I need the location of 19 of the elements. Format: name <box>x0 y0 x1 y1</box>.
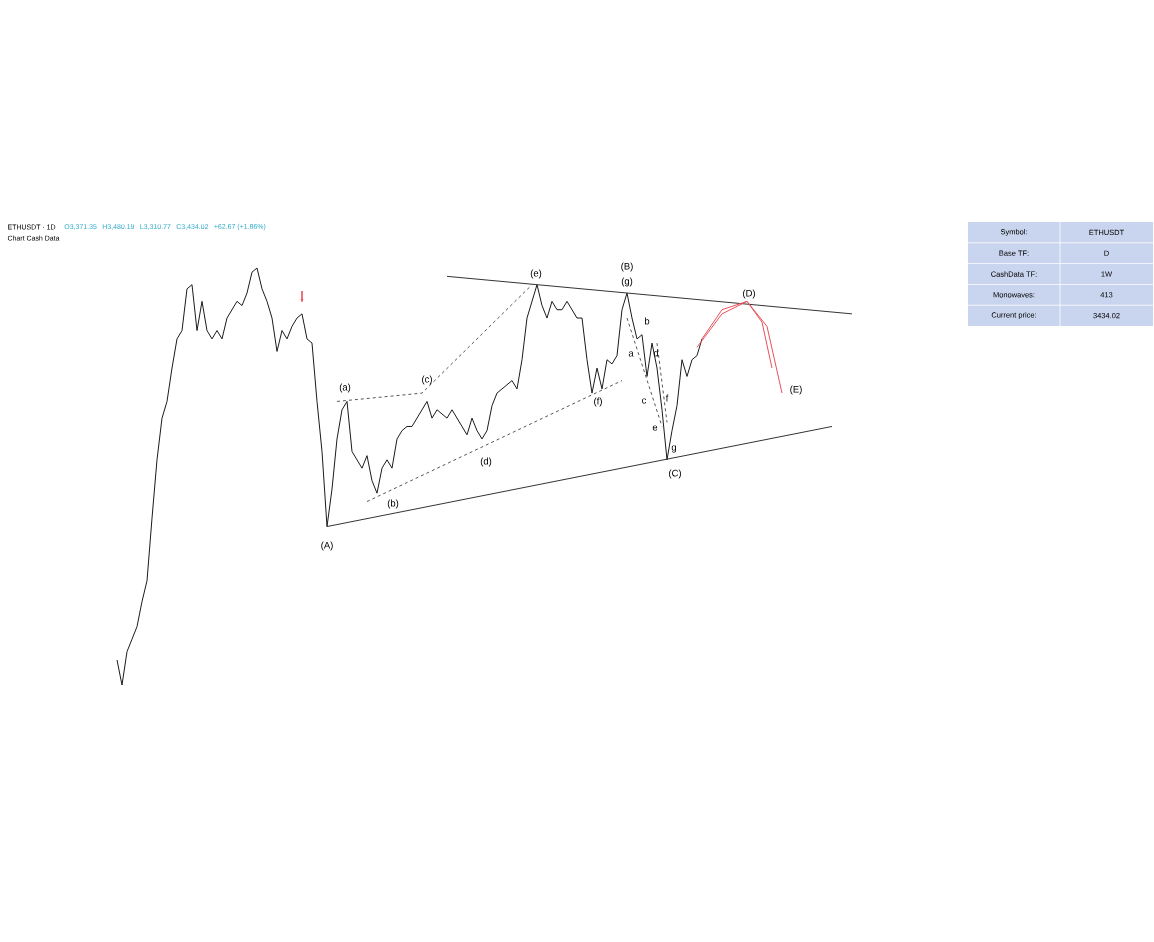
annotation: (A) <box>321 541 333 551</box>
annotation: (B) <box>621 262 633 272</box>
annotation: f <box>665 394 669 402</box>
annotation: (a) <box>339 383 351 393</box>
annotation: (C) <box>669 469 681 479</box>
annotation: g <box>671 445 677 453</box>
annotation: (g) <box>621 277 633 287</box>
annotation: (E) <box>790 385 802 395</box>
annotation: a <box>628 351 634 357</box>
annotation: c <box>642 398 647 404</box>
annotation: (e) <box>530 269 542 279</box>
annotation: (f) <box>594 397 602 407</box>
annotation: d <box>653 349 659 357</box>
annotation: (c) <box>422 375 432 385</box>
annotation: (d) <box>480 457 492 467</box>
annotation: (b) <box>387 499 399 509</box>
annotation: e <box>652 425 658 431</box>
annotation: (D) <box>743 289 755 299</box>
annotation: b <box>644 317 650 325</box>
